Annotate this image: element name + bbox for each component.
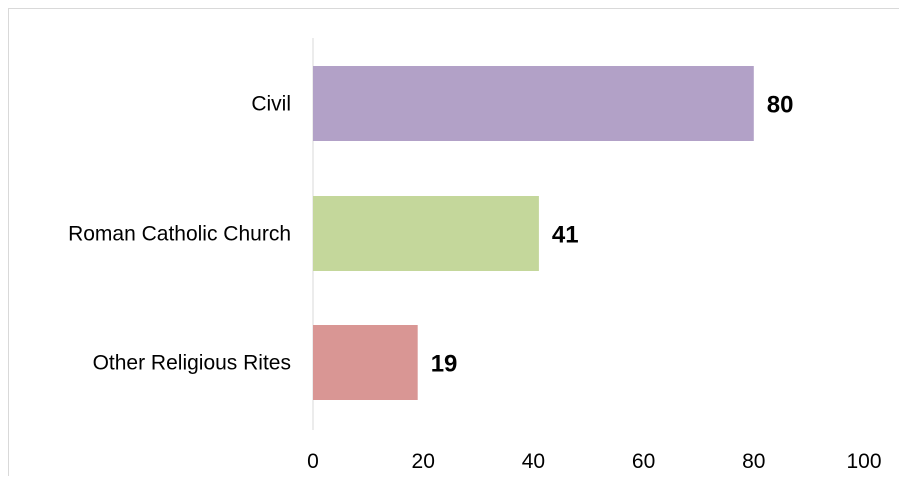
chart-frame xyxy=(8,8,899,476)
x-tick-label-60: 60 xyxy=(632,450,655,473)
category-label-roman-catholic-church: Roman Catholic Church xyxy=(68,223,291,246)
x-tick-label-20: 20 xyxy=(412,450,435,473)
bar-civil xyxy=(313,66,754,141)
data-label-civil: 80 xyxy=(767,92,794,119)
category-label-other-religious-rites: Other Religious Rites xyxy=(93,352,291,375)
x-tick-label-0: 0 xyxy=(307,450,319,473)
bar-roman-catholic-church xyxy=(313,196,539,271)
data-label-other-religious-rites: 19 xyxy=(431,351,458,378)
data-label-roman-catholic-church: 41 xyxy=(552,222,579,249)
x-tick-label-100: 100 xyxy=(846,450,881,473)
bar-other-religious-rites xyxy=(313,325,418,400)
x-tick-label-80: 80 xyxy=(742,450,765,473)
x-tick-label-40: 40 xyxy=(522,450,545,473)
category-label-civil: Civil xyxy=(251,93,291,116)
